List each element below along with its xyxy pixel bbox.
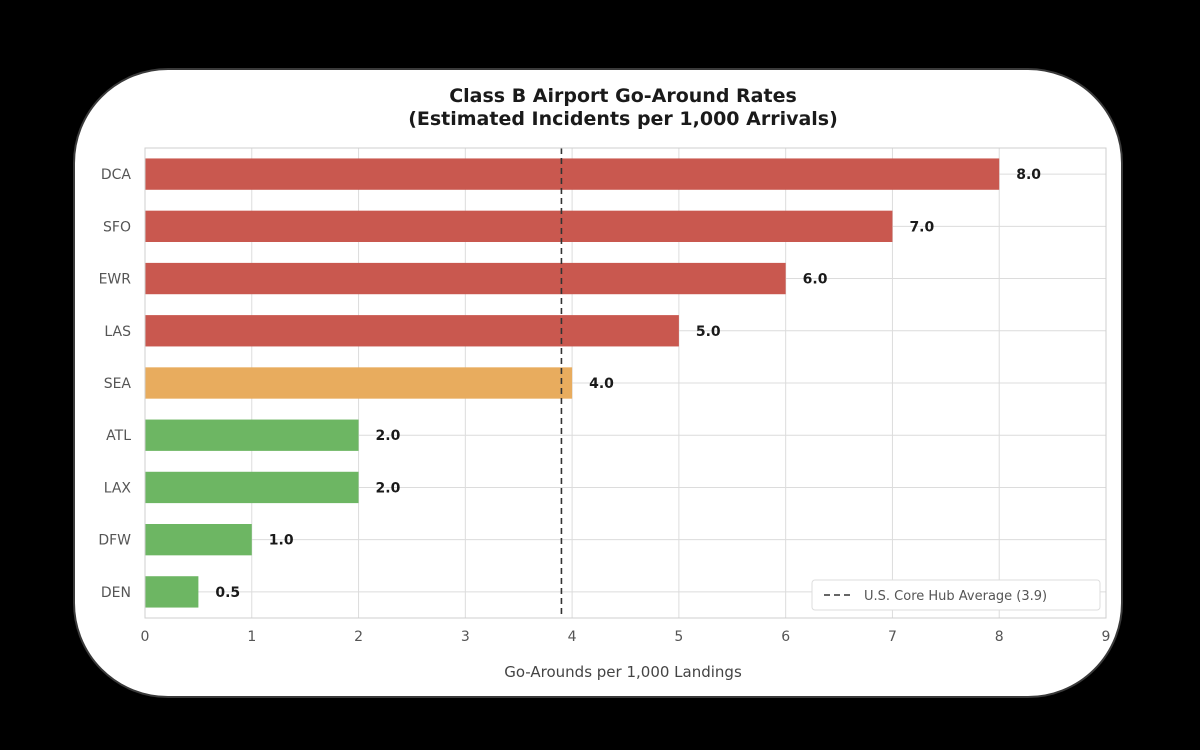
y-tick-label: DEN bbox=[101, 585, 131, 601]
data-label: 2.0 bbox=[376, 428, 401, 444]
x-tick-label: 6 bbox=[781, 629, 790, 645]
x-tick-label: 8 bbox=[995, 629, 1004, 645]
data-label: 1.0 bbox=[269, 533, 294, 549]
chart-card: Class B Airport Go-Around Rates (Estimat… bbox=[73, 68, 1123, 698]
chart-title: Class B Airport Go-Around Rates bbox=[449, 85, 797, 107]
x-tick-label: 3 bbox=[461, 629, 470, 645]
y-tick-label: DCA bbox=[101, 167, 132, 183]
x-tick-label: 4 bbox=[568, 629, 577, 645]
bar bbox=[145, 210, 893, 242]
y-tick-label: LAS bbox=[104, 324, 131, 340]
data-label: 8.0 bbox=[1016, 167, 1041, 183]
x-tick-label: 5 bbox=[674, 629, 683, 645]
y-tick-label: LAX bbox=[104, 480, 132, 496]
bar bbox=[145, 262, 786, 295]
plot-area: 0 1 2 3 4 5 6 7 8 9 DCA SFO EWR LAS SEA ATL LAX DFW DEN 8.0… bbox=[98, 147, 1111, 645]
y-tick-label: ATL bbox=[106, 428, 131, 444]
y-tick-label: DFW bbox=[98, 533, 131, 549]
plot-border bbox=[144, 147, 1107, 619]
chart-subtitle: (Estimated Incidents per 1,000 Arrivals) bbox=[408, 108, 838, 130]
x-tick-label: 2 bbox=[354, 629, 363, 645]
data-label: 5.0 bbox=[696, 324, 721, 340]
bar bbox=[145, 315, 679, 347]
y-tick-label: EWR bbox=[99, 272, 132, 288]
x-tick-label: 9 bbox=[1102, 629, 1111, 645]
data-label: 6.0 bbox=[803, 272, 828, 288]
y-tick-label: SEA bbox=[104, 376, 132, 392]
bar bbox=[145, 158, 1000, 190]
x-tick-label: 0 bbox=[141, 629, 150, 645]
bar bbox=[145, 471, 359, 504]
legend-entry: U.S. Core Hub Average (3.9) bbox=[864, 589, 1047, 604]
data-label: 0.5 bbox=[215, 585, 240, 601]
bar bbox=[145, 576, 199, 608]
data-label: 7.0 bbox=[909, 219, 934, 235]
x-tick-label: 7 bbox=[888, 629, 897, 645]
y-tick-label: SFO bbox=[103, 219, 131, 235]
x-tick-label: 1 bbox=[247, 629, 256, 645]
bar bbox=[145, 367, 573, 399]
data-label: 2.0 bbox=[376, 480, 401, 496]
data-label: 4.0 bbox=[589, 376, 614, 392]
bar bbox=[145, 524, 252, 556]
x-axis-label: Go-Arounds per 1,000 Landings bbox=[504, 663, 742, 681]
chart: Class B Airport Go-Around Rates (Estimat… bbox=[98, 85, 1111, 681]
legend-box bbox=[811, 579, 1101, 611]
bar bbox=[145, 419, 359, 451]
